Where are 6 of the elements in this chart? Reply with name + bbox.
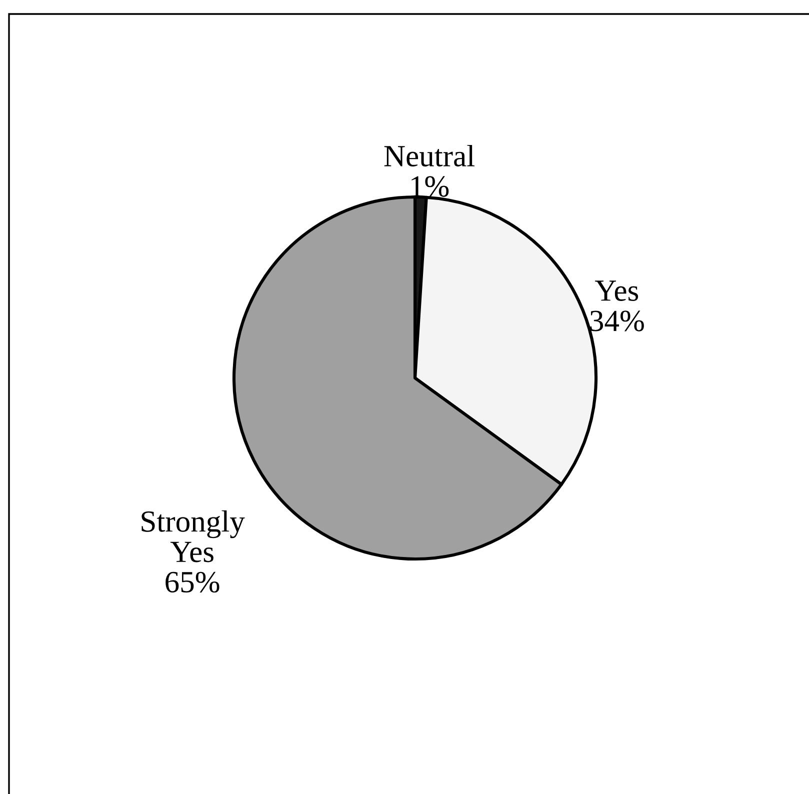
slice-label: Strongly Yes: [142, 510, 245, 562]
slice-label: Neutral: [384, 144, 474, 166]
data-label: 34%: [590, 310, 644, 332]
data-label: 65%: [166, 572, 220, 593]
slice-label: Yes: [595, 280, 638, 301]
data-label: 1%: [412, 176, 449, 197]
